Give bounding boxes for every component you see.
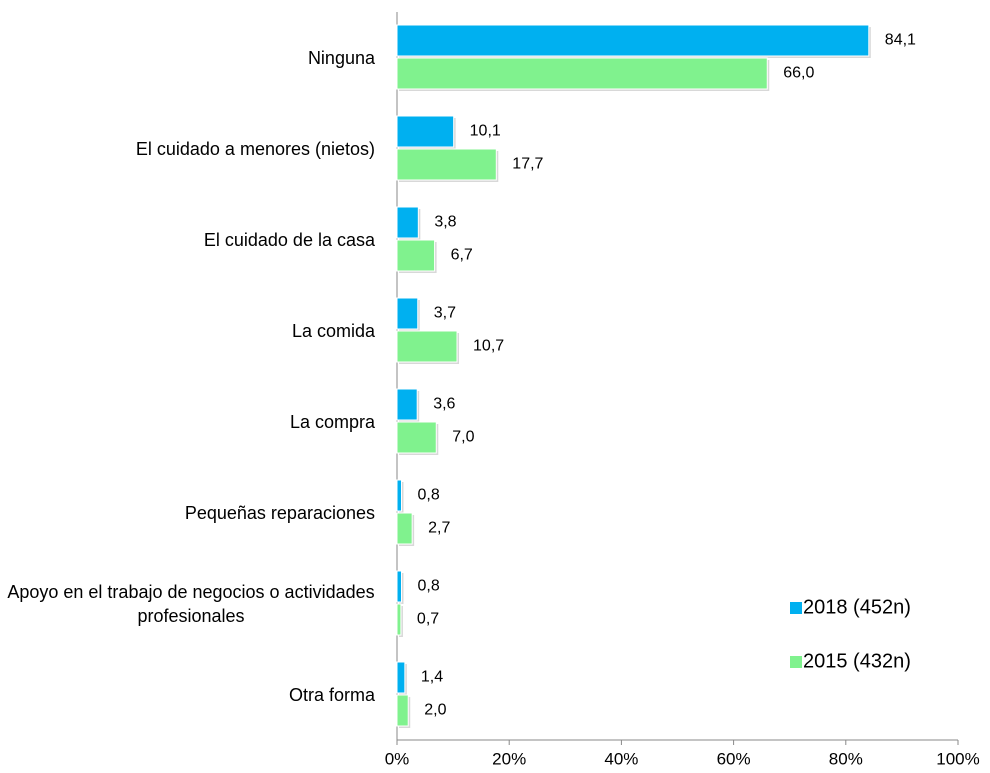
bar bbox=[396, 330, 458, 363]
value-label: 66,0 bbox=[783, 65, 814, 82]
value-label: 17,7 bbox=[512, 156, 543, 173]
bar bbox=[396, 661, 406, 694]
value-label: 10,1 bbox=[470, 123, 501, 140]
x-tick-label: 80% bbox=[829, 749, 863, 768]
category-label: Ninguna bbox=[307, 48, 375, 68]
category-label: Pequeñas reparaciones bbox=[184, 503, 375, 523]
category-label: La compra bbox=[289, 412, 375, 432]
value-label: 6,7 bbox=[451, 247, 473, 264]
x-tick-label: 20% bbox=[492, 749, 526, 768]
value-label: 0,8 bbox=[417, 578, 439, 595]
value-label: 7,0 bbox=[452, 429, 474, 446]
category-label: Otra forma bbox=[288, 685, 375, 705]
bar bbox=[396, 239, 436, 272]
x-tick-label: 60% bbox=[717, 749, 751, 768]
legend-label: 2015 (432n) bbox=[803, 650, 911, 672]
bar bbox=[396, 512, 413, 545]
bar bbox=[396, 388, 418, 421]
category-label: El cuidado a menores (nietos) bbox=[135, 139, 375, 159]
bar bbox=[396, 115, 455, 148]
value-label: 2,7 bbox=[428, 520, 450, 537]
x-tick-label: 0% bbox=[385, 749, 410, 768]
bar bbox=[396, 570, 402, 603]
x-tick-label: 100% bbox=[936, 749, 979, 768]
value-label: 2,0 bbox=[424, 702, 446, 719]
value-label: 10,7 bbox=[473, 338, 504, 355]
bar bbox=[396, 297, 419, 330]
value-label: 0,8 bbox=[417, 487, 439, 504]
legend-swatch bbox=[790, 602, 802, 614]
category-label: Apoyo en el trabajo de negocios o activi… bbox=[7, 582, 375, 626]
bar bbox=[396, 421, 437, 454]
legend-label: 2018 (452n) bbox=[803, 596, 911, 618]
bar bbox=[396, 694, 409, 727]
x-tick-label: 40% bbox=[604, 749, 638, 768]
value-label: 3,6 bbox=[433, 396, 455, 413]
bar bbox=[396, 479, 402, 512]
value-label: 0,7 bbox=[417, 611, 439, 628]
bar bbox=[396, 206, 419, 239]
value-label: 3,7 bbox=[434, 305, 456, 322]
bar bbox=[396, 148, 497, 181]
value-label: 3,8 bbox=[434, 214, 456, 231]
bar bbox=[396, 603, 402, 636]
category-label: El cuidado de la casa bbox=[203, 230, 375, 250]
category-label: La comida bbox=[291, 321, 375, 341]
legend-swatch bbox=[790, 656, 802, 668]
bar bbox=[396, 24, 870, 57]
value-label: 1,4 bbox=[421, 669, 443, 686]
value-label: 84,1 bbox=[885, 32, 916, 49]
bar bbox=[396, 57, 768, 90]
